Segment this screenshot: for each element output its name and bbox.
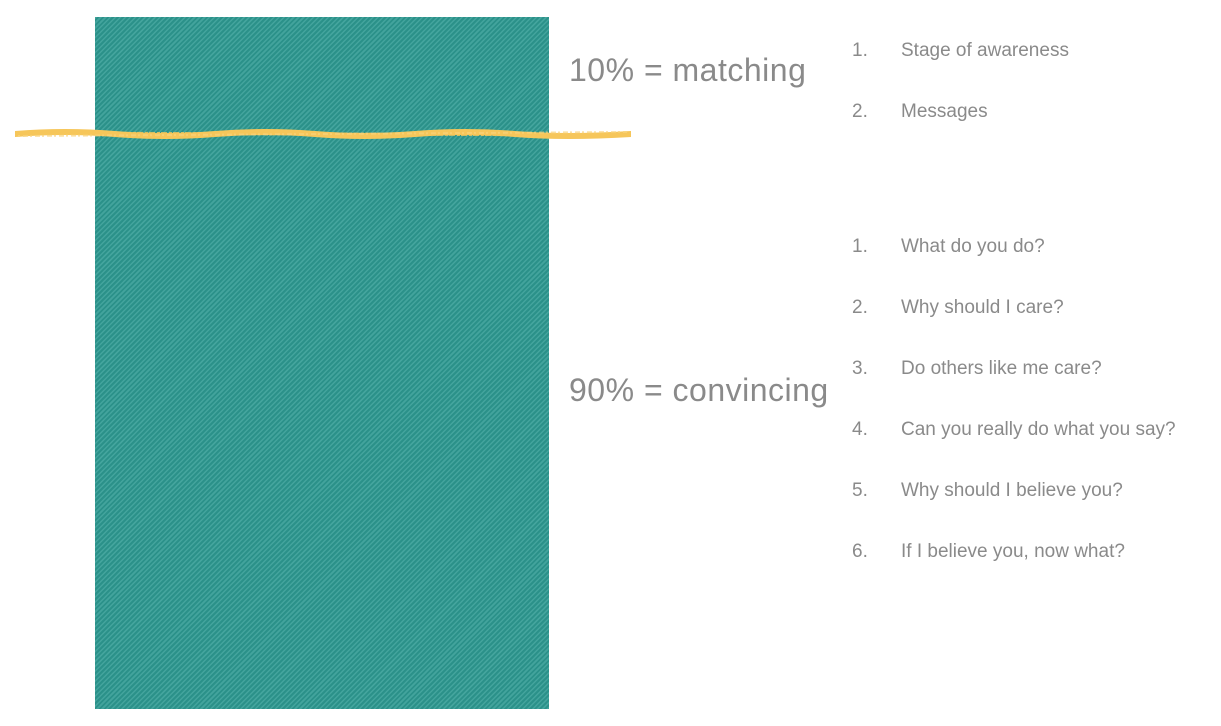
list-text: Messages — [901, 101, 988, 122]
list-number: 3. — [852, 358, 868, 379]
list-text: If I believe you, now what? — [901, 541, 1125, 562]
list-text: What do you do? — [901, 236, 1045, 257]
list-number: 1. — [852, 40, 868, 61]
list-number: 1. — [852, 236, 868, 257]
split-line — [15, 127, 631, 141]
convincing-label: 90% = convincing — [569, 372, 829, 408]
list-number: 2. — [852, 297, 868, 318]
list-text: Stage of awareness — [901, 40, 1069, 61]
list-number: 4. — [852, 419, 868, 440]
list-text: Do others like me care? — [901, 358, 1102, 379]
matching-label: 10% = matching — [569, 52, 807, 88]
list-text: Why should I believe you? — [901, 480, 1123, 501]
list-text: Can you really do what you say? — [901, 419, 1176, 440]
list-number: 5. — [852, 480, 868, 501]
list-text: Why should I care? — [901, 297, 1064, 318]
proportion-bar — [95, 17, 549, 709]
list-number: 6. — [852, 541, 868, 562]
list-number: 2. — [852, 101, 868, 122]
